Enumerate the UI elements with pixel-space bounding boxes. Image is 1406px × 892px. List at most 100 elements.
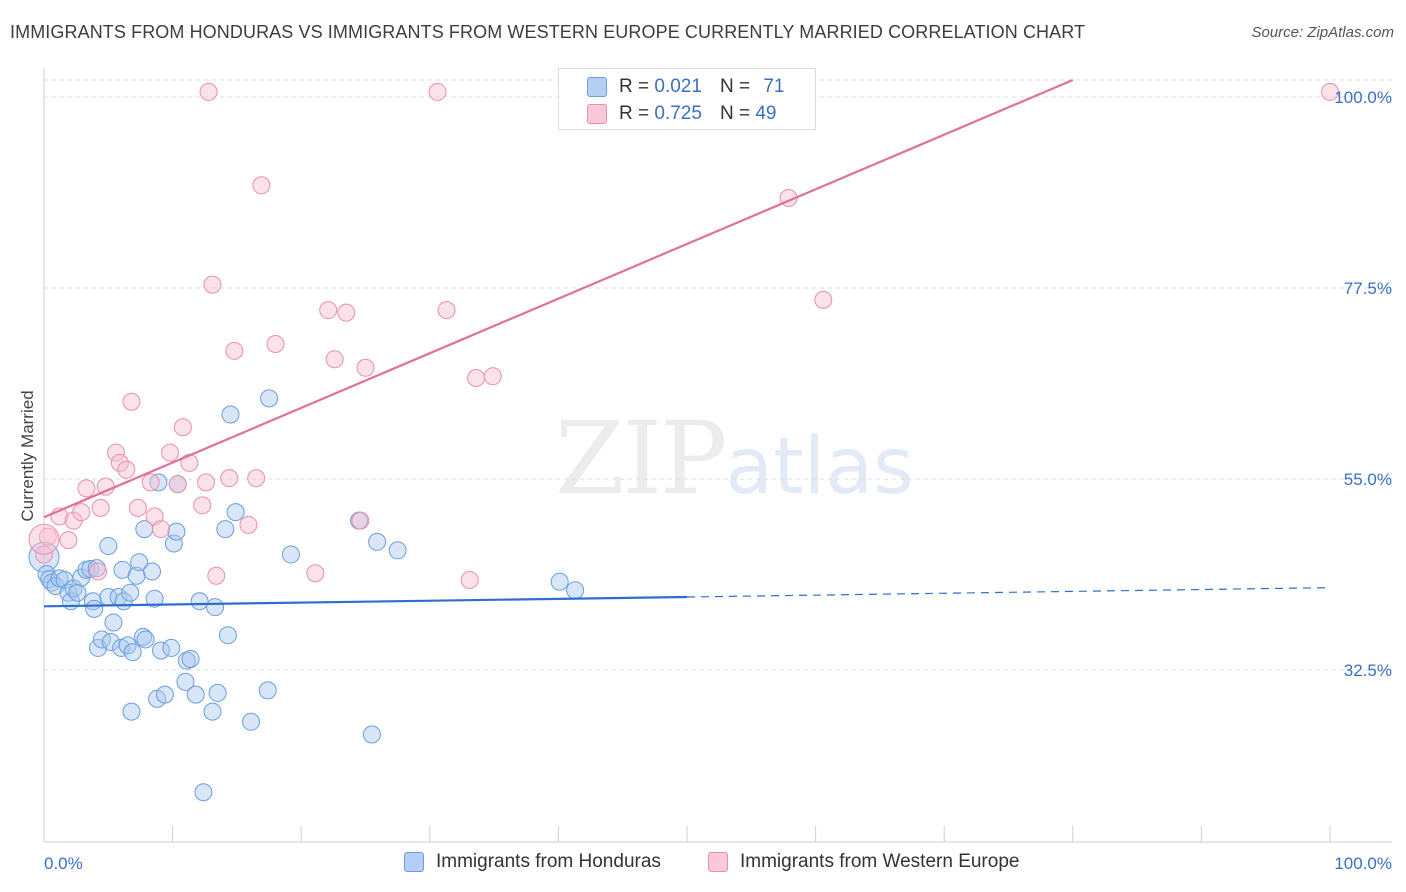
western-europe-point <box>325 350 344 369</box>
honduras-point <box>122 702 141 721</box>
honduras-point <box>260 389 279 408</box>
honduras-point <box>281 545 300 564</box>
chart-title: IMMIGRANTS FROM HONDURAS VS IMMIGRANTS F… <box>10 22 1086 42</box>
western-europe-point <box>337 303 356 322</box>
honduras-point <box>164 534 183 553</box>
western-europe-point <box>247 469 266 488</box>
honduras-point <box>130 553 149 572</box>
legend-n-label: N = <box>719 76 751 97</box>
honduras-point <box>104 613 123 632</box>
honduras-point <box>194 783 213 802</box>
western-europe-point <box>428 82 447 101</box>
western-europe-point <box>266 335 285 354</box>
honduras-point <box>85 599 104 618</box>
western-europe-point <box>437 301 456 320</box>
honduras-point <box>99 537 118 556</box>
honduras-point <box>206 598 225 617</box>
honduras-point <box>121 583 140 602</box>
honduras-point <box>145 589 164 608</box>
western-europe-points <box>28 82 1339 590</box>
western-europe-point <box>117 460 136 479</box>
legend-n-label: N = <box>719 103 751 124</box>
honduras-point <box>362 725 381 744</box>
series-swatch-western-europe <box>708 852 728 872</box>
western-europe-point <box>199 82 218 101</box>
western-europe-point <box>128 498 147 517</box>
honduras-point <box>368 532 387 551</box>
honduras-point <box>68 583 87 602</box>
honduras-point <box>388 541 407 560</box>
honduras-point <box>143 562 162 581</box>
legend-r-label: R = <box>619 103 650 124</box>
honduras-point <box>226 503 245 522</box>
western-europe-point <box>59 531 78 550</box>
western-europe-point <box>89 562 108 581</box>
honduras-point <box>258 681 277 700</box>
western-europe-point <box>72 503 91 522</box>
western-europe-point <box>152 520 171 539</box>
western-europe-point <box>220 469 239 488</box>
honduras-point <box>218 626 237 645</box>
honduras-point <box>167 522 186 541</box>
western-europe-point <box>173 418 192 437</box>
western-europe-point <box>252 176 271 195</box>
y-tick-label: 100.0% <box>1334 88 1392 107</box>
western-europe-point <box>193 496 212 515</box>
trend-lines <box>43 79 1331 608</box>
western-europe-point <box>197 473 216 492</box>
watermark: ZIPatlas <box>555 400 914 517</box>
legend-swatch-western-europe <box>587 104 607 124</box>
honduras-point <box>176 672 195 691</box>
legend-r-value-western-europe: 0.725 <box>654 103 702 124</box>
western-europe-point <box>77 479 96 498</box>
legend-r-value-honduras: 0.021 <box>654 76 702 97</box>
western-europe-point <box>91 498 110 517</box>
western-europe-point <box>239 515 258 534</box>
honduras-point <box>162 638 181 657</box>
legend-swatch-honduras <box>587 77 607 97</box>
honduras-point <box>221 405 240 424</box>
western-europe-point <box>356 358 375 377</box>
y-tick-label: 55.0% <box>1344 470 1392 489</box>
honduras-point <box>181 649 200 668</box>
honduras-point <box>134 627 153 646</box>
series-label-western-europe: Immigrants from Western Europe <box>740 851 1020 872</box>
source-label: Source: ZipAtlas.com <box>1251 24 1394 41</box>
honduras-point <box>136 630 155 649</box>
honduras-point <box>152 641 171 660</box>
y-axis-label: Currently Married <box>18 390 37 522</box>
western-europe-point <box>110 453 129 472</box>
tick-labels: 32.5% 55.0% 77.5% 100.0% 0.0% 100.0% <box>44 88 1392 873</box>
axes <box>43 68 1392 843</box>
honduras-point <box>203 702 222 721</box>
western-europe-point <box>122 392 141 411</box>
honduras-points <box>28 389 585 802</box>
y-tick-label: 32.5% <box>1344 661 1392 680</box>
western-europe-point <box>460 571 479 590</box>
legend-n-value-honduras: 71 <box>763 76 785 97</box>
western-europe-trend-line <box>43 79 1074 519</box>
honduras-trend-extension <box>686 587 1331 598</box>
western-europe-point <box>203 275 222 294</box>
x-tick-label-max: 100.0% <box>1334 854 1392 873</box>
honduras-point <box>566 581 585 600</box>
honduras-point <box>186 685 205 704</box>
honduras-trend-line <box>43 595 688 608</box>
western-europe-point <box>207 566 226 585</box>
western-europe-point <box>141 473 160 492</box>
honduras-point <box>40 570 59 589</box>
honduras-point <box>216 520 235 539</box>
honduras-point <box>190 592 209 611</box>
western-europe-point <box>225 341 244 360</box>
western-europe-point <box>161 443 180 462</box>
western-europe-point <box>351 511 370 530</box>
honduras-point <box>242 712 261 731</box>
series-legend-honduras: Immigrants from Honduras <box>404 851 661 873</box>
western-europe-point <box>306 564 325 583</box>
western-europe-point <box>168 475 187 494</box>
western-europe-point <box>319 301 338 320</box>
series-label-honduras: Immigrants from Honduras <box>436 851 661 872</box>
watermark-zip: ZIP <box>555 400 727 517</box>
watermark-atlas: atlas <box>725 422 914 512</box>
